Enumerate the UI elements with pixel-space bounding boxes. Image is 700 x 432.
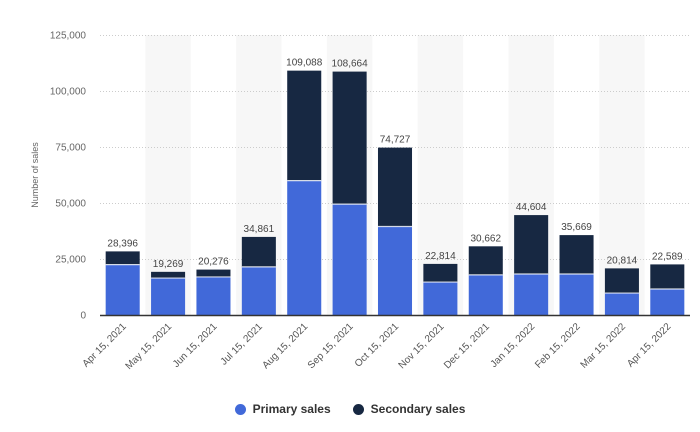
x-tick-label: Aug 15, 2021	[261, 321, 311, 371]
data-label: 22,814	[425, 251, 456, 262]
bar-secondary-sales[interactable]	[196, 269, 231, 277]
data-label: 19,269	[153, 259, 184, 270]
bar-secondary-sales[interactable]	[287, 70, 322, 181]
y-tick-label: 100,000	[50, 87, 87, 98]
y-axis-label: Number of sales	[30, 142, 40, 208]
data-label: 109,088	[286, 58, 323, 69]
legend-marker-secondary	[352, 403, 364, 415]
x-tick-label: May 15, 2021	[124, 321, 175, 372]
x-tick-label: Feb 15, 2022	[533, 321, 583, 371]
data-label: 35,669	[561, 222, 592, 233]
bar-primary-sales[interactable]	[105, 264, 140, 315]
legend-label-primary: Primary sales	[252, 402, 331, 416]
x-tick-label: Dec 15, 2021	[442, 321, 492, 371]
bar-secondary-sales[interactable]	[514, 215, 549, 275]
x-tick-label: Apr 15, 2022	[625, 321, 674, 370]
legend-item-primary[interactable]: Primary sales	[234, 402, 331, 416]
bar-primary-sales[interactable]	[241, 266, 276, 315]
background-band	[599, 35, 645, 315]
bar-primary-sales[interactable]	[650, 289, 685, 315]
x-tick-label: Jan 15, 2022	[489, 321, 538, 370]
bar-primary-sales[interactable]	[468, 274, 503, 315]
bar-primary-sales[interactable]	[151, 278, 186, 315]
data-label: 20,814	[607, 255, 638, 266]
bar-secondary-sales[interactable]	[650, 264, 685, 290]
x-tick-label: Jul 15, 2021	[219, 321, 266, 368]
data-label: 74,727	[380, 135, 411, 146]
legend-item-secondary[interactable]: Secondary sales	[352, 402, 466, 416]
bar-secondary-sales[interactable]	[105, 251, 140, 265]
x-tick-label: Oct 15, 2021	[353, 321, 402, 370]
bar-secondary-sales[interactable]	[423, 263, 458, 283]
bar-primary-sales[interactable]	[514, 274, 549, 315]
legend: Primary sales Secondary sales	[0, 402, 700, 416]
data-label: 108,664	[332, 59, 369, 70]
data-label: 28,396	[107, 238, 138, 249]
x-tick-label: Mar 15, 2022	[579, 321, 629, 371]
bars: 28,396 19,269 20,276 34,861 109,088 108,664 74…	[105, 58, 685, 315]
bar-secondary-sales[interactable]	[468, 246, 503, 275]
x-tick-label: Nov 15, 2021	[397, 321, 447, 371]
data-label: 22,589	[652, 251, 683, 262]
y-tick-label: 0	[80, 311, 86, 322]
data-label: 34,861	[244, 224, 275, 235]
bar-primary-sales[interactable]	[332, 204, 367, 315]
bar-secondary-sales[interactable]	[559, 235, 594, 275]
y-tick-label: 125,000	[50, 31, 87, 42]
y-axis-ticks: 0 25,000 50,000 75,000 100,000 125,000	[50, 31, 87, 322]
y-tick-label: 50,000	[55, 199, 86, 210]
bar-secondary-sales[interactable]	[151, 271, 186, 279]
data-label: 20,276	[198, 257, 229, 268]
x-tick-label: Apr 15, 2021	[81, 321, 130, 370]
data-label: 44,604	[516, 202, 547, 213]
legend-marker-primary	[234, 403, 246, 415]
bar-primary-sales[interactable]	[287, 180, 322, 315]
background-band	[145, 35, 191, 315]
bar-primary-sales[interactable]	[423, 282, 458, 315]
bar-primary-sales[interactable]	[604, 293, 639, 315]
bar-secondary-sales[interactable]	[377, 147, 413, 227]
bar-secondary-sales[interactable]	[241, 236, 276, 267]
x-tick-label: Jun 15, 2021	[171, 321, 220, 370]
y-tick-label: 25,000	[55, 255, 86, 266]
bar-primary-sales[interactable]	[559, 274, 594, 315]
bar-primary-sales[interactable]	[196, 276, 231, 315]
bar-secondary-sales[interactable]	[332, 71, 367, 205]
legend-label-secondary: Secondary sales	[370, 402, 466, 416]
bar-primary-sales[interactable]	[377, 226, 413, 315]
bar-secondary-sales[interactable]	[604, 268, 639, 294]
y-tick-label: 75,000	[55, 143, 86, 154]
x-tick-label: Sep 15, 2021	[306, 321, 356, 371]
data-label: 30,662	[470, 233, 501, 244]
